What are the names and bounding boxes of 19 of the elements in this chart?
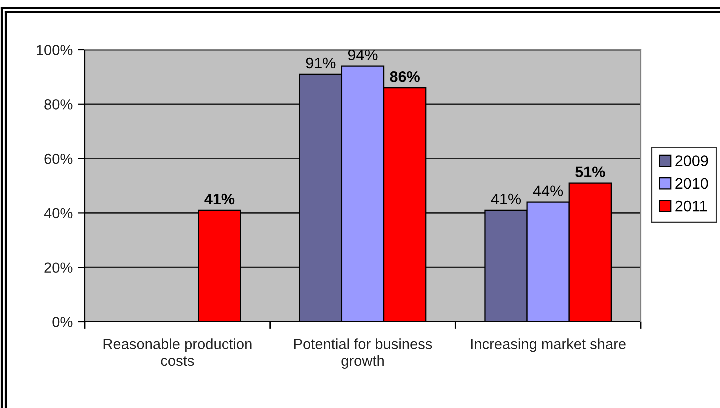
- legend-label: 2009: [676, 156, 708, 166]
- data-label: 41%: [491, 194, 522, 205]
- y-tick-label: 100%: [37, 45, 73, 56]
- y-tick-label: 60%: [44, 154, 73, 164]
- legend-label: 2010: [676, 178, 708, 190]
- data-label: 91%: [306, 58, 336, 69]
- y-tick-label: 0%: [52, 317, 73, 328]
- x-tick-label: Potential for business growth: [294, 338, 432, 370]
- legend-label: 2011: [676, 200, 708, 212]
- data-label: 51%: [576, 166, 606, 178]
- y-tick-label: 80%: [44, 100, 73, 110]
- data-label: 94%: [348, 50, 378, 61]
- y-tick-label: 40%: [44, 208, 73, 219]
- data-label: 86%: [390, 71, 420, 82]
- x-tick-label: Increasing market share: [471, 338, 626, 352]
- data-label: 41%: [204, 194, 235, 205]
- data-label: 44%: [533, 186, 564, 196]
- y-tick-label: 20%: [44, 262, 73, 274]
- x-tick-label: Reasonable production costs: [104, 338, 252, 366]
